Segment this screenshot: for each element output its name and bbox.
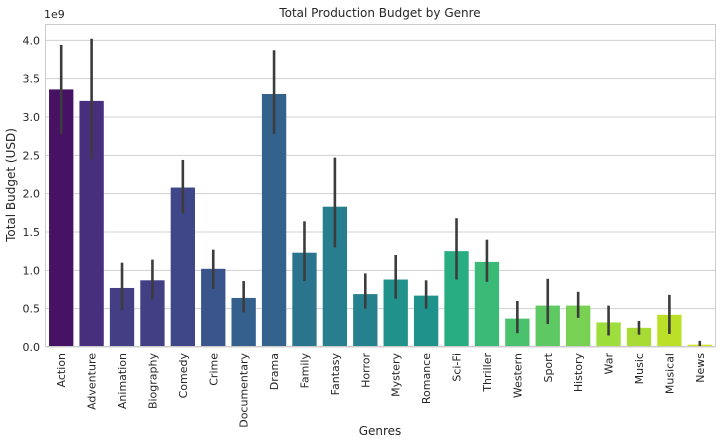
y-tick-labels: 0.0 0.5 1.0 1.5 2.0 2.5 3.0 3.5 4.0 bbox=[23, 34, 41, 354]
y-tick-label: 3.5 bbox=[23, 73, 41, 86]
x-tick-label: Sci-Fi bbox=[451, 353, 464, 382]
x-tick-label: Musical bbox=[663, 353, 676, 394]
x-tick-label: Fantasy bbox=[329, 353, 342, 396]
plot-area-border bbox=[45, 24, 716, 347]
y-axis-label: Total Budget (USD) bbox=[4, 128, 18, 243]
bar-music bbox=[626, 327, 652, 347]
y-tick-label: 2.0 bbox=[23, 188, 41, 201]
x-tick-label: Mystery bbox=[390, 353, 403, 397]
x-tick-label: Thriller bbox=[481, 353, 494, 393]
x-tick-label: Sport bbox=[542, 352, 555, 382]
x-tick-label: Comedy bbox=[177, 353, 190, 399]
x-tick-label: Western bbox=[511, 353, 524, 398]
x-tick-label: Action bbox=[55, 353, 68, 387]
x-axis-label: Genres bbox=[359, 424, 402, 438]
error-bars bbox=[59, 38, 702, 347]
x-tick-label: News bbox=[694, 353, 707, 383]
x-tick-label: Romance bbox=[420, 353, 433, 404]
chart-title: Total Production Budget by Genre bbox=[278, 6, 480, 20]
x-tick-label: Music bbox=[633, 353, 646, 384]
bar-drama bbox=[261, 94, 287, 347]
x-tick-labels: Action Adventure Animation Biography Comedy C… bbox=[55, 352, 707, 427]
x-tick-label: War bbox=[603, 353, 616, 375]
x-tick-label: Drama bbox=[268, 353, 281, 390]
bar-comedy bbox=[170, 187, 196, 347]
x-tick-label: Crime bbox=[207, 353, 220, 386]
x-tick-label: Animation bbox=[116, 353, 129, 409]
x-tick-label: Biography bbox=[146, 353, 159, 410]
x-tick-label: History bbox=[572, 353, 585, 393]
y-axis-offset-label: 1e9 bbox=[44, 8, 65, 21]
x-tick-label: Documentary bbox=[238, 353, 251, 428]
y-tick-label: 1.0 bbox=[23, 264, 41, 277]
x-tick-label: Horror bbox=[359, 353, 372, 388]
y-tick-label: 0.5 bbox=[23, 303, 41, 316]
y-tick-label: 2.5 bbox=[23, 149, 41, 162]
y-tick-label: 0.0 bbox=[23, 341, 41, 354]
x-tick-label: Family bbox=[298, 353, 311, 389]
y-tick-label: 4.0 bbox=[23, 34, 41, 47]
y-tick-label: 3.0 bbox=[23, 111, 41, 124]
x-tick-label: Adventure bbox=[86, 353, 99, 410]
y-tick-label: 1.5 bbox=[23, 226, 41, 239]
